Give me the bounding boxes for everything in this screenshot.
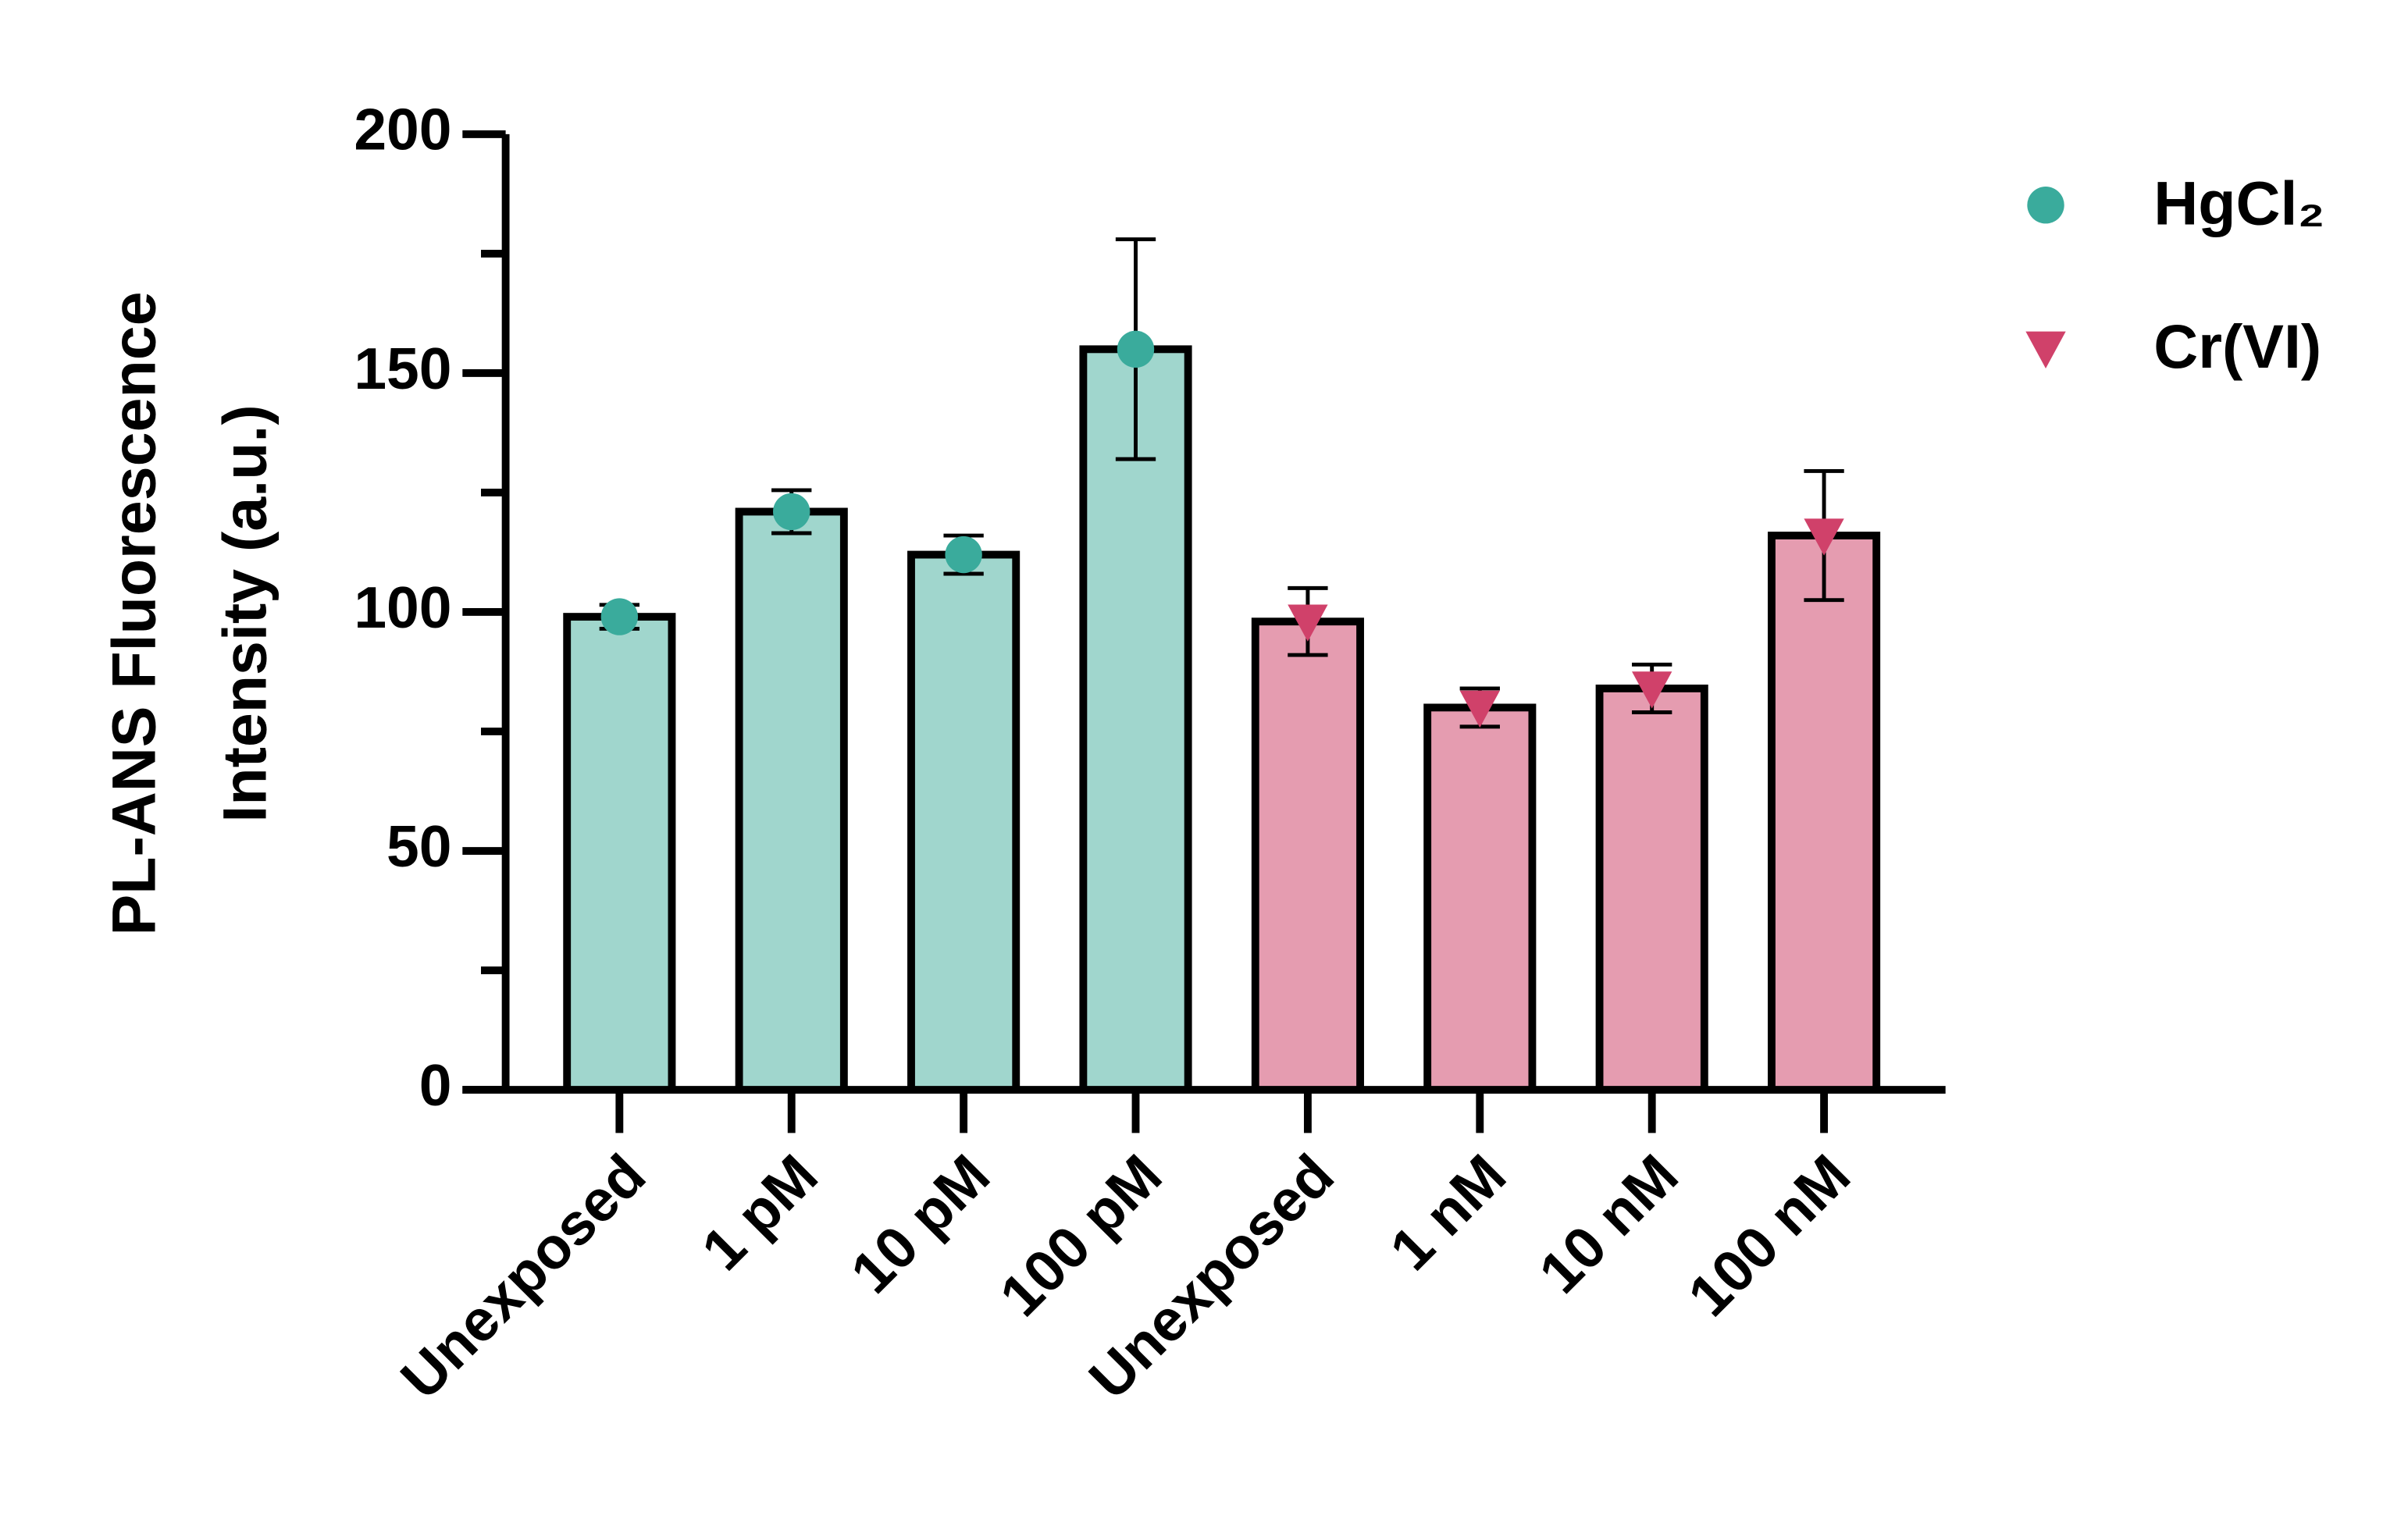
marker bbox=[1632, 671, 1672, 709]
marker bbox=[1804, 518, 1844, 556]
x-tick-label: Unexposed bbox=[388, 1142, 657, 1411]
marker bbox=[773, 493, 810, 531]
x-tick-label: 100 nM bbox=[1676, 1142, 1862, 1329]
marker bbox=[1288, 604, 1328, 642]
x-tick-label: 10 pM bbox=[838, 1142, 1002, 1306]
marker bbox=[2027, 187, 2064, 224]
y-tick-label: 200 bbox=[354, 97, 451, 162]
y-tick-label: 0 bbox=[419, 1052, 452, 1118]
bar bbox=[563, 613, 676, 1094]
bar bbox=[1768, 532, 1881, 1094]
marker bbox=[1117, 330, 1155, 368]
bar bbox=[735, 507, 848, 1094]
y-axis-label: PL-ANS Fluorescence bbox=[100, 291, 169, 935]
x-tick-label: 1 pM bbox=[689, 1142, 830, 1283]
marker bbox=[945, 536, 982, 574]
marker bbox=[1459, 690, 1500, 728]
legend-label: Cr(VI) bbox=[2153, 312, 2321, 381]
y-tick-label: 50 bbox=[386, 813, 451, 879]
y-tick-label: 100 bbox=[354, 575, 451, 640]
x-tick-label: 1 nM bbox=[1377, 1142, 1518, 1283]
bar bbox=[1595, 684, 1708, 1094]
bar bbox=[907, 550, 1021, 1094]
bar bbox=[1423, 703, 1537, 1094]
bar bbox=[1251, 617, 1364, 1094]
marker bbox=[600, 598, 639, 635]
y-axis-label: Intensity (a.u.) bbox=[211, 404, 280, 822]
marker bbox=[2025, 331, 2066, 369]
y-tick-label: 150 bbox=[354, 336, 451, 401]
x-tick-label: 10 nM bbox=[1526, 1142, 1690, 1306]
legend-label: HgCl₂ bbox=[2153, 169, 2324, 238]
